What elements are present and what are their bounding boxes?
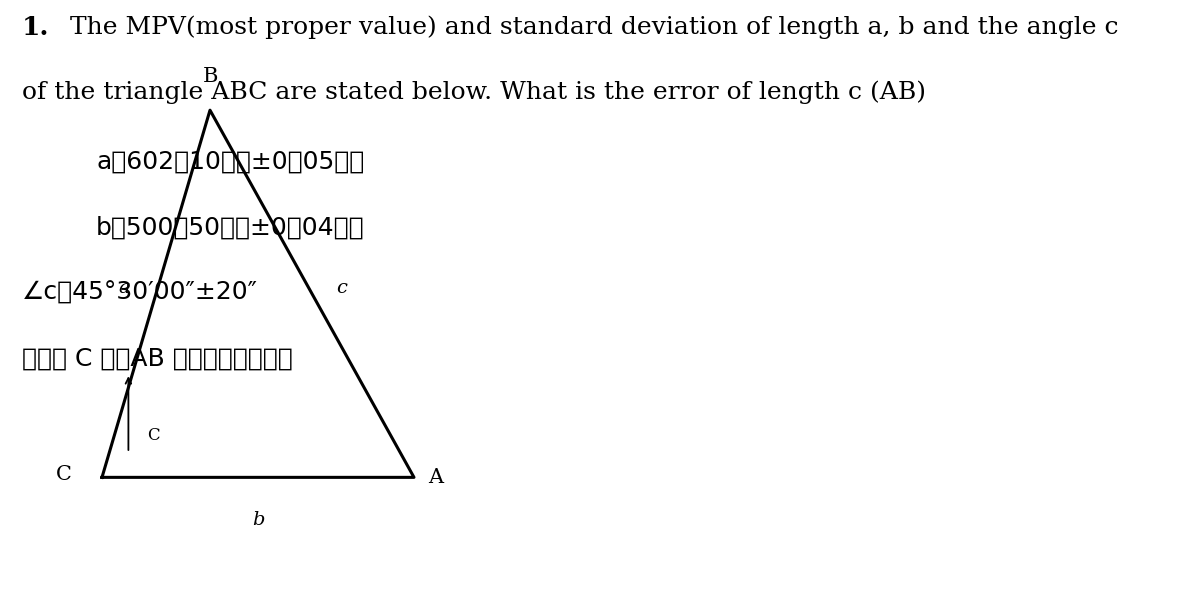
Text: B: B [203,67,217,86]
Text: A: A [428,468,444,487]
Text: C: C [148,427,161,444]
Text: c: c [336,278,347,297]
Text: a＝602．10公尺±0．05公尺: a＝602．10公尺±0．05公尺 [96,150,365,174]
Text: 1.: 1. [22,15,49,40]
Text: C: C [56,465,72,484]
Text: 試計算 C 邊（AB 邊）之標準誤差？: 試計算 C 邊（AB 邊）之標準誤差？ [22,346,293,370]
Text: of the triangle ABC are stated below. What is the error of length c (AB): of the triangle ABC are stated below. Wh… [22,81,925,104]
Text: b＝500．50公尺±0．04公尺: b＝500．50公尺±0．04公尺 [96,215,365,239]
Text: b: b [252,511,264,529]
Text: a: a [118,278,130,297]
Text: ∠c＝45°30′00″±20″: ∠c＝45°30′00″±20″ [22,281,258,305]
Text: The MPV(most proper value) and standard deviation of length a, b and the angle c: The MPV(most proper value) and standard … [70,15,1118,39]
